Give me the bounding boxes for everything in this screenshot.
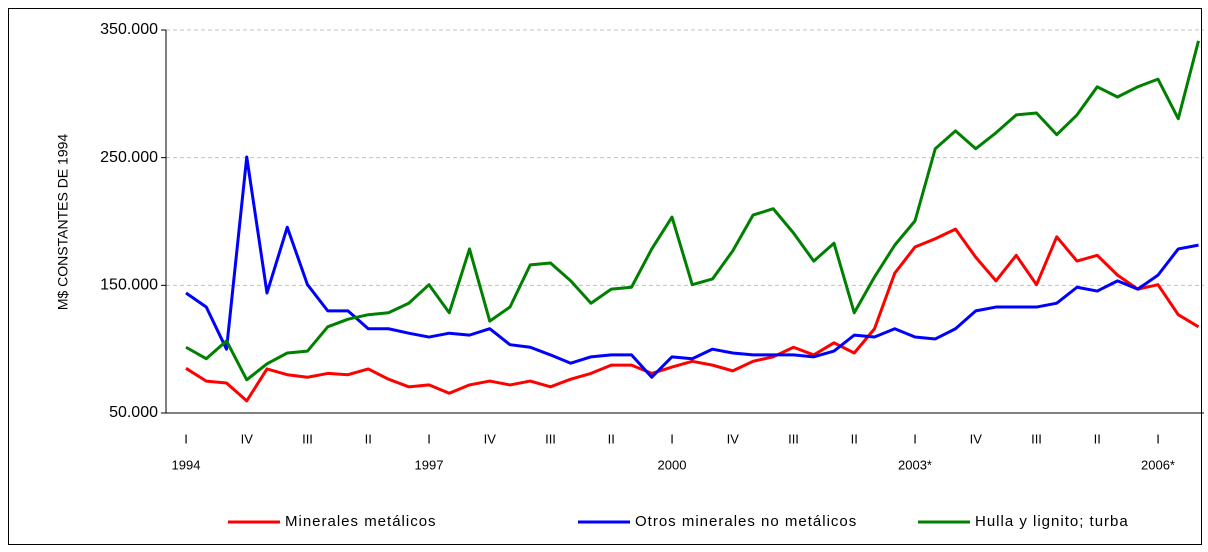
x-tick-label: II	[1094, 431, 1101, 446]
x-tick-label: I	[670, 431, 674, 446]
series-line	[185, 227, 1200, 403]
series-line	[185, 40, 1200, 382]
chart-frame	[8, 8, 1202, 545]
x-tick-label: II	[365, 431, 372, 446]
x-tick-label: IV	[970, 431, 983, 446]
x-tick-label: III	[545, 431, 556, 446]
x-tick-label: III	[1031, 431, 1042, 446]
x-tick-label: I	[1156, 431, 1160, 446]
x-year-label: 1997	[415, 457, 444, 472]
x-year-label: 2003*	[898, 457, 932, 472]
x-tick-label: III	[302, 431, 313, 446]
x-tick-label: II	[608, 431, 615, 446]
x-tick-label: I	[913, 431, 917, 446]
x-tick-label: II	[851, 431, 858, 446]
legend-label: Hulla y lignito; turba	[975, 513, 1129, 530]
y-axis-label: M$ CONSTANTES DE 1994	[55, 134, 71, 311]
y-tick-label: 150.000	[100, 277, 158, 294]
x-year-label: 2000	[658, 457, 687, 472]
x-tick-label: III	[788, 431, 799, 446]
x-tick-label: IV	[484, 431, 497, 446]
x-tick-label: I	[427, 431, 431, 446]
x-tick-label: IV	[727, 431, 740, 446]
x-year-label: 1994	[172, 457, 201, 472]
x-tick-label: I	[184, 431, 188, 446]
legend-label: Otros minerales no metálicos	[635, 513, 857, 530]
y-tick-label: 250.000	[100, 149, 158, 166]
legend-label: Minerales metálicos	[285, 513, 437, 530]
y-tick-label: 350.000	[100, 21, 158, 38]
x-tick-label: IV	[241, 431, 254, 446]
x-year-label: 2006*	[1141, 457, 1175, 472]
y-tick-label: 50.000	[109, 404, 158, 421]
